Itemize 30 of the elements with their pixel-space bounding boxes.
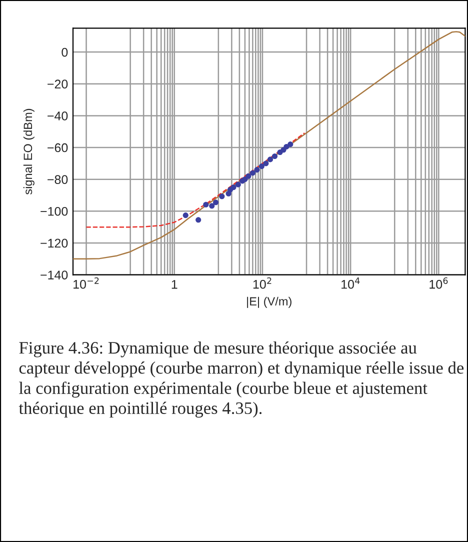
x-tick-label: 10$^{2}$: [253, 277, 272, 289]
point: [272, 153, 278, 160]
y-tick-label: −140: [40, 270, 68, 280]
point: [284, 144, 290, 150]
x-axis-title: |E| (V/m): [247, 296, 292, 308]
point: [235, 182, 241, 188]
y-tick-label: −80: [48, 175, 68, 184]
y-tick-label: −60: [48, 143, 68, 152]
point: [246, 173, 252, 179]
x-tick-label: 1: [172, 280, 178, 289]
y-tick-label: 0: [62, 48, 68, 57]
y-tick-label: −120: [40, 238, 68, 248]
point: [250, 170, 256, 176]
point: [209, 203, 215, 209]
caption: Figure 4.36: Dynamique de mesure théorique associée au capteur développé (courbe marron) et dynamique réelle issue de la configuration expérimentale (courbe bleue et ajustement théorique en pointillé rouges 4.35).: [18, 341, 464, 418]
point: [212, 200, 219, 206]
y-axis-title: signal EO (dBm): [23, 108, 34, 194]
y-tick-label: −20: [48, 80, 68, 89]
point: [242, 176, 248, 182]
point: [263, 160, 269, 166]
point: [230, 184, 236, 190]
x-tick-label: 10$^{6}$: [430, 277, 448, 289]
point: [267, 156, 274, 162]
y-tick-label: −40: [48, 111, 68, 120]
y-tick-label: −100: [40, 206, 68, 216]
x-tick-label: 10$^{4}$: [342, 277, 360, 289]
x-tick-label: 10$^{−2}$: [74, 277, 99, 289]
point: [288, 142, 294, 148]
point: [258, 164, 264, 170]
point: [254, 167, 260, 173]
